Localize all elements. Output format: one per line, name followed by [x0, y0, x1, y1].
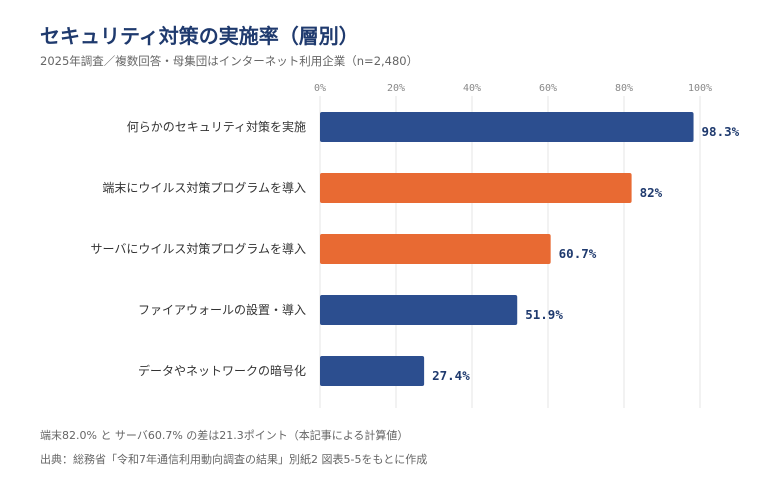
category-label: データやネットワークの暗号化 [138, 363, 306, 378]
category-label: 何らかのセキュリティ対策を実施 [127, 119, 306, 134]
value-label: 98.3% [702, 124, 740, 139]
chart-title: セキュリティ対策の実施率（層別） [40, 24, 359, 48]
value-label: 51.9% [525, 307, 563, 322]
difference-note: 端末82.0% と サーバ60.7% の差は21.3ポイント（本記事による計算値… [40, 429, 409, 442]
bar [320, 356, 425, 386]
x-tick-label: 60% [539, 83, 557, 94]
category-label: ファイアウォールの設置・導入 [138, 302, 306, 317]
x-tick-label: 0% [314, 83, 326, 94]
value-label: 82% [640, 185, 663, 200]
chart-subtitle: 2025年調査／複数回答・母集団はインターネット利用企業（n=2,480） [40, 54, 419, 68]
x-tick-label: 20% [387, 83, 405, 94]
category-label: サーバにウイルス対策プログラムを導入 [90, 242, 306, 256]
bar [320, 295, 518, 325]
source-note: 出典：総務省「令和7年通信利用動向調査の結果」別紙2 図表5-5をもとに作成 [40, 453, 428, 466]
category-label: 端末にウイルス対策プログラムを導入 [102, 181, 306, 195]
value-label: 27.4% [432, 368, 470, 383]
x-tick-label: 40% [463, 83, 481, 94]
x-tick-label: 80% [615, 83, 633, 94]
x-tick-label: 100% [688, 83, 712, 94]
bar [320, 234, 551, 264]
value-label: 60.7% [559, 246, 597, 261]
bar [320, 173, 632, 203]
bar [320, 112, 694, 142]
